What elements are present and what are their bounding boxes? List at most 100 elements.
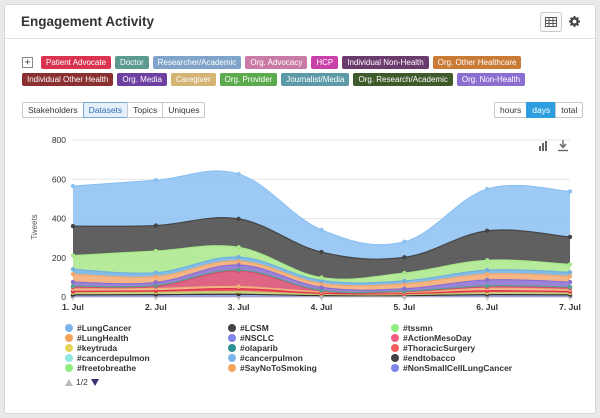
legend-item-thoracicsurgery[interactable]: #ThoracicSurgery [391,343,475,353]
point-olaparib[interactable] [70,283,76,289]
point-cancerpulmon[interactable] [70,267,76,272]
point-lungcancer[interactable] [402,239,407,245]
point-lungcancer[interactable] [484,186,490,192]
point-olaparib[interactable] [567,284,573,290]
table-view-button[interactable] [540,12,562,32]
point-lungcancer[interactable] [153,178,159,183]
point-nsclc[interactable] [236,262,241,268]
tag-org-media[interactable]: Org. Media [117,73,167,86]
tab-topics[interactable]: Topics [127,102,164,118]
legend-item-keytruda[interactable]: #keytruda [65,343,117,353]
tag-org-advocacy[interactable]: Org. Advocacy [245,56,308,69]
point-tssmn[interactable] [484,258,490,263]
tag-doctor[interactable]: Doctor [115,56,149,69]
legend-marker [228,364,236,372]
point-saynotosmoking[interactable] [236,258,241,264]
point-lcsm[interactable] [484,228,490,234]
point-olaparib[interactable] [484,283,490,289]
point-lcsm[interactable] [319,249,324,255]
tag-hcp[interactable]: HCP [311,56,339,69]
point-tssmn[interactable] [153,248,159,254]
point-lcsm[interactable] [153,223,159,228]
legend-label: #SayNoToSmoking [240,363,317,373]
tab-uniques[interactable]: Uniques [162,102,206,118]
download-icon[interactable] [558,140,568,152]
legend-item-lungcancer[interactable]: #LungCancer [65,323,131,333]
area-nsclc[interactable] [73,264,570,293]
point-lcsm[interactable] [70,223,76,229]
point-tssmn[interactable] [319,275,324,280]
settings-button[interactable] [567,13,581,29]
point-tssmn[interactable] [402,270,407,276]
legend-item-nsclc[interactable]: #NSCLC [228,333,274,343]
point-lungcancer[interactable] [567,189,573,194]
point-tssmn[interactable] [567,262,573,267]
legend-item-saynotosmoking[interactable]: #SayNoToSmoking [228,363,317,373]
tag-researcher-academic[interactable]: Researcher/Academic [152,56,242,69]
tab-datasets[interactable]: Datasets [82,102,129,118]
legend-item-endtobacco[interactable]: #endtobacco [391,353,455,363]
point-lungcancer[interactable] [70,183,76,189]
legend-item-cancerpulmon[interactable]: #cancerpulmon [228,353,303,363]
y-axis-label: Tweets [30,214,39,239]
tag-journalist-media[interactable]: Journalist/Media [281,73,350,86]
point-lcsm[interactable] [236,216,241,222]
legend-item-olaparib[interactable]: #olaparib [228,343,278,353]
tab-total[interactable]: total [555,102,584,118]
tag-patient-advocate[interactable]: Patient Advocate [41,56,112,69]
tab-hours[interactable]: hours [494,102,528,118]
legend-item-cancerdepulmon[interactable]: #cancerdepulmon [65,353,150,363]
point-saynotosmoking[interactable] [70,272,76,277]
area-lungcancer[interactable] [73,171,570,260]
tag-org-provider[interactable]: Org. Provider [219,73,278,86]
point-nsclc[interactable] [567,279,573,285]
pager-down-icon[interactable] [90,378,99,386]
point-nsclc[interactable] [319,285,324,290]
point-saynotosmoking[interactable] [567,273,573,279]
point-saynotosmoking[interactable] [484,271,490,277]
tag-caregiver[interactable]: Caregiver [170,73,216,86]
tag-org-other-healthcare[interactable]: Org. Other Healthcare [432,56,522,69]
tag-individual-non-health[interactable]: Individual Non-Health [342,56,429,69]
point-nsclc[interactable] [70,279,76,285]
legend-item-lcsm[interactable]: #LCSM [228,323,269,333]
point-lungcancer[interactable] [236,171,241,177]
expand-toggle[interactable]: + [22,57,33,68]
point-cancerpulmon[interactable] [567,270,573,275]
legend-item-nonsmallcelllungcancer[interactable]: #NonSmallCellLungCancer [391,363,512,373]
legend-item-actionmesoday[interactable]: #ActionMesoDay [391,333,472,343]
tag-org-non-health[interactable]: Org. Non-Health [456,73,526,86]
legend-item-freetobreathe[interactable]: #freetobreathe [65,363,136,373]
x-tick-label: 4. Jul [311,302,333,312]
legend-label: #LungCancer [77,323,132,333]
point-cancerpulmon[interactable] [402,278,407,284]
point-olaparib[interactable] [236,267,241,273]
pager-up-icon[interactable] [65,378,73,386]
legend-label: #olaparib [240,343,278,353]
point-lunghealth[interactable] [236,284,241,289]
point-tssmn[interactable] [70,253,76,258]
tag-individual-other-health[interactable]: Individual Other Health [22,73,114,86]
area-saynotosmoking[interactable] [73,261,570,291]
point-lungcancer[interactable] [319,227,324,233]
legend-item-tssmn[interactable]: #tssmn [391,323,433,333]
point-cancerpulmon[interactable] [236,254,241,260]
tab-stakeholders[interactable]: Stakeholders [22,102,84,118]
tab-days[interactable]: days [526,102,557,118]
point-saynotosmoking[interactable] [153,274,159,279]
area-lcsm[interactable] [73,217,570,280]
point-cancerpulmon[interactable] [484,267,490,273]
point-lcsm[interactable] [402,255,407,260]
point-lcsm[interactable] [567,234,573,240]
point-nsclc[interactable] [402,286,407,291]
area-tssmn[interactable] [73,245,570,284]
legend-marker [65,324,73,332]
point-nsclc[interactable] [153,280,159,285]
legend-item-lunghealth[interactable]: #LungHealth [65,333,128,343]
point-nsclc[interactable] [484,277,490,283]
point-cancerpulmon[interactable] [153,270,159,275]
bar-chart-icon[interactable] [539,141,547,151]
tag-org-research-academic[interactable]: Org. Research/Academic [353,73,453,86]
legend-marker [228,334,236,342]
point-tssmn[interactable] [236,245,241,250]
